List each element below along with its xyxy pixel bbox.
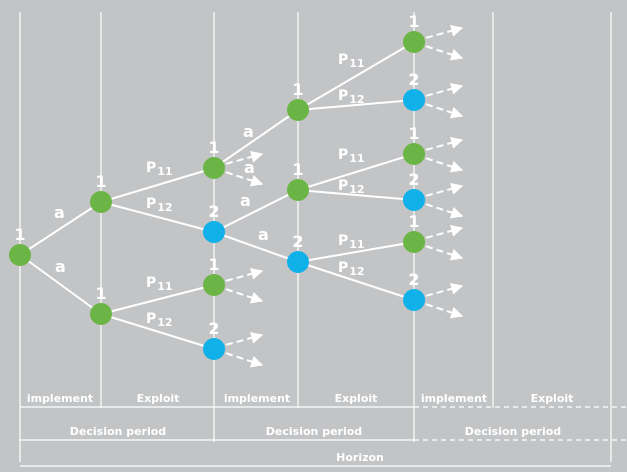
probability-p11-label: P11 xyxy=(338,147,365,165)
future-arrow xyxy=(425,183,464,197)
tree-nodes: 1 1 1 1 2 1 2 1 1 2 1 2 1 2 1 2 xyxy=(9,12,425,360)
tree-edge xyxy=(213,189,299,233)
tree-edge xyxy=(297,189,415,201)
state-node-1 xyxy=(203,274,225,296)
probability-p12-label: P12 xyxy=(338,178,365,196)
state-node-1 xyxy=(403,143,425,165)
tree-edge xyxy=(297,99,415,111)
future-arrow xyxy=(425,157,464,173)
state-node-2 xyxy=(287,251,309,273)
future-arrow xyxy=(225,288,264,304)
action-label: a xyxy=(240,191,251,210)
state-label: 2 xyxy=(408,70,419,89)
probability-p12-label: P12 xyxy=(146,311,173,329)
action-label: a xyxy=(258,225,269,244)
probability-p11-label: P11 xyxy=(146,160,173,178)
future-arrow xyxy=(225,332,264,346)
tree-edge xyxy=(213,231,299,263)
state-label: 2 xyxy=(408,270,419,289)
action-label: a xyxy=(54,203,65,222)
state-node-1 xyxy=(90,303,112,325)
future-arrow xyxy=(425,283,464,297)
state-node-2 xyxy=(203,338,225,360)
phase-label: Exploit xyxy=(335,392,378,405)
future-arrow xyxy=(225,268,264,282)
probability-p11-label: P11 xyxy=(338,233,365,251)
state-node-1 xyxy=(9,244,31,266)
tree-edge xyxy=(100,313,215,350)
tree-edge xyxy=(100,284,215,315)
future-arrow xyxy=(425,245,464,261)
state-label: 1 xyxy=(292,160,303,179)
future-arrow xyxy=(225,352,264,368)
tree-edge xyxy=(213,109,299,169)
future-arrow xyxy=(425,103,464,119)
state-node-1 xyxy=(403,231,425,253)
probability-p12-label: P12 xyxy=(146,196,173,214)
state-label: 2 xyxy=(208,202,219,221)
future-arrow xyxy=(425,225,464,239)
state-node-1 xyxy=(403,31,425,53)
tree-edge xyxy=(19,254,102,315)
action-label: a xyxy=(243,122,254,141)
state-node-1 xyxy=(203,157,225,179)
phase-label: Exploit xyxy=(531,392,574,405)
state-label: 1 xyxy=(95,172,106,191)
state-node-2 xyxy=(203,221,225,243)
state-node-1 xyxy=(90,191,112,213)
phase-label: implement xyxy=(224,392,290,405)
state-node-2 xyxy=(403,89,425,111)
state-label: 1 xyxy=(208,255,219,274)
state-label: 1 xyxy=(14,225,25,244)
tree-edge xyxy=(100,201,215,233)
future-arrow xyxy=(225,171,264,187)
future-arrow xyxy=(225,151,264,165)
future-arrow xyxy=(425,203,464,219)
state-node-1 xyxy=(287,179,309,201)
phase-label: Exploit xyxy=(137,392,180,405)
decision-period-label: Decision period xyxy=(266,425,362,438)
tree-edge xyxy=(297,261,415,301)
time-gridlines xyxy=(19,12,612,462)
state-node-1 xyxy=(287,99,309,121)
state-label: 1 xyxy=(292,80,303,99)
probability-p12-label: P12 xyxy=(338,88,365,106)
timeline: implement Exploit implement Exploit implemen… xyxy=(20,392,627,467)
future-arrow xyxy=(425,137,464,151)
tree-edge xyxy=(19,201,102,256)
tree-edge xyxy=(297,241,415,263)
decision-period-label: Decision period xyxy=(70,425,166,438)
state-label: 1 xyxy=(408,12,419,31)
state-label: 1 xyxy=(208,138,219,157)
phase-label: implement xyxy=(27,392,93,405)
action-label: a xyxy=(244,158,255,177)
state-node-2 xyxy=(403,289,425,311)
horizon-label: Horizon xyxy=(336,451,384,464)
state-label: 1 xyxy=(408,212,419,231)
probability-p12-label: P12 xyxy=(338,260,365,278)
state-label: 2 xyxy=(408,170,419,189)
probability-p11-label: P11 xyxy=(338,52,365,70)
tree-edge xyxy=(297,153,415,191)
state-label: 2 xyxy=(292,232,303,251)
phase-label: implement xyxy=(421,392,487,405)
state-label: 1 xyxy=(408,124,419,143)
tree-edges xyxy=(19,41,415,350)
tree-edge xyxy=(297,41,415,111)
state-label: 1 xyxy=(95,284,106,303)
future-arrow xyxy=(425,25,464,39)
future-arrow xyxy=(425,45,464,61)
state-label: 2 xyxy=(208,319,219,338)
future-arrow xyxy=(425,83,464,97)
state-node-2 xyxy=(403,189,425,211)
action-label: a xyxy=(55,257,66,276)
future-arrows xyxy=(225,25,464,368)
decision-period-label: Decision period xyxy=(465,425,561,438)
tree-edge xyxy=(100,167,215,203)
probability-p11-label: P11 xyxy=(146,275,173,293)
future-arrow xyxy=(425,303,464,319)
